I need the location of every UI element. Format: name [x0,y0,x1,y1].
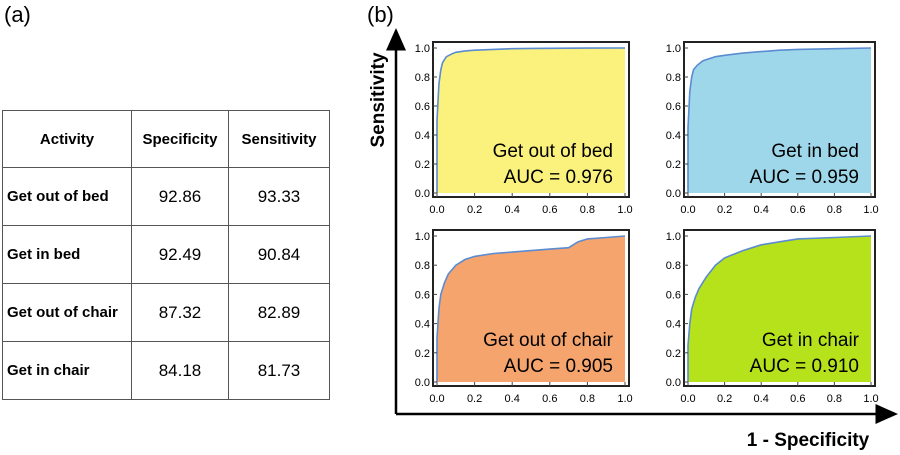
y-tick-label: 0.4 [666,319,681,331]
roc-plots: 0.0 0.2 0.4 0.6 0.8 1.0 0.0 0.2 0.4 0.6 0.8 1.0 Get … [415,41,879,405]
specificity-cell: 84.18 [131,341,229,400]
sensitivity-cell: 90.84 [228,225,330,284]
auc-label: AUC = 0.959 [750,167,859,188]
y-tick-label: 0.6 [415,101,430,113]
x-tick-label: 0.6 [542,204,557,216]
x-tick-label: 0.2 [467,393,482,405]
x-tick-label: 0.8 [827,393,842,405]
panel-b-label: (b) [367,2,394,27]
plot-title: Get out of chair [483,330,614,351]
auc-label: AUC = 0.905 [504,356,613,377]
roc-curve [436,47,626,193]
x-tick-label: 0.6 [790,204,805,216]
sensitivity-cell: 81.73 [228,341,330,400]
y-tick-label: 0.6 [666,101,681,113]
header-activity: Activity [2,110,132,168]
y-tick-label: 0.8 [415,260,430,272]
roc-subplot: 0.0 0.2 0.4 0.6 0.8 1.0 0.0 0.2 0.4 0.6 0.8 1.0 Get … [666,41,879,216]
y-tick-label: 0.0 [415,188,430,200]
table-row: Get out of chair 87.32 82.89 [2,283,330,342]
auc-label: AUC = 0.976 [504,167,613,188]
roc-subplot: 0.0 0.2 0.4 0.6 0.8 1.0 0.0 0.2 0.4 0.6 0.8 1.0 Get … [666,229,879,405]
y-tick-label: 0.0 [666,377,681,389]
x-tick-label: 0.8 [827,204,842,216]
x-tick-label: 0.2 [717,393,732,405]
x-tick-label: 0.6 [542,393,557,405]
roc-area [688,236,871,382]
table-header-row: Activity Specificity Sensitivity [2,110,330,168]
x-tick-label: 0.4 [754,204,769,216]
table-row: Get out of bed 92.86 93.33 [2,167,330,226]
activity-cell: Get out of chair [2,283,132,342]
x-tick-label: 1.0 [617,393,632,405]
x-tick-label: 0.4 [754,393,769,405]
y-tick-label: 0.0 [415,377,430,389]
x-tick-label: 0.4 [505,393,520,405]
y-tick-label: 1.0 [666,43,681,55]
y-tick-label: 0.2 [415,159,430,171]
x-tick-label: 0.0 [429,393,444,405]
x-tick-label: 0.6 [790,393,805,405]
x-tick-label: 0.0 [680,393,695,405]
sensitivity-cell: 93.33 [228,167,330,226]
roc-subplot: 0.0 0.2 0.4 0.6 0.8 1.0 0.0 0.2 0.4 0.6 0.8 1.0 Get … [415,229,633,405]
roc-curve [436,235,626,382]
x-tick-label: 0.8 [580,204,595,216]
x-tick-label: 1.0 [863,204,878,216]
auc-label: AUC = 0.910 [750,356,859,377]
y-tick-label: 0.8 [415,72,430,84]
x-tick-label: 0.0 [680,204,695,216]
specificity-cell: 92.49 [131,225,229,284]
activity-cell: Get in chair [2,341,132,400]
roc-curve [687,47,872,193]
x-tick-label: 0.4 [505,204,520,216]
x-tick-label: 0.8 [580,393,595,405]
y-tick-label: 1.0 [666,231,681,243]
metrics-table: Activity Specificity Sensitivity Get out… [2,110,330,400]
y-tick-label: 0.4 [415,130,430,142]
roc-area [437,48,625,193]
y-tick-label: 0.2 [666,348,681,360]
y-tick-label: 0.0 [666,188,681,200]
x-tick-label: 1.0 [863,393,878,405]
specificity-cell: 87.32 [131,283,229,342]
x-tick-label: 0.0 [429,204,444,216]
roc-subplot: 0.0 0.2 0.4 0.6 0.8 1.0 0.0 0.2 0.4 0.6 0.8 1.0 Get … [415,41,633,216]
x-tick-label: 0.2 [467,204,482,216]
y-tick-label: 1.0 [415,231,430,243]
x-tick-label: 0.2 [717,204,732,216]
y-tick-label: 0.4 [666,130,681,142]
x-axis-title: 1 - Specificity [747,430,870,451]
plot-title: Get out of bed [493,141,613,162]
panel-a-label: (a) [4,2,31,27]
y-tick-label: 0.6 [415,289,430,301]
plot-title: Get in bed [771,141,859,162]
roc-area [688,48,871,193]
y-axis-title: Sensitivity [368,52,389,147]
plot-title: Get in chair [762,330,860,351]
y-tick-label: 0.2 [666,159,681,171]
activity-cell: Get in bed [2,225,132,284]
table-row: Get in chair 84.18 81.73 [2,341,330,400]
y-tick-label: 0.6 [666,289,681,301]
x-tick-label: 1.0 [617,204,632,216]
y-tick-label: 0.8 [666,260,681,272]
roc-curve [687,235,872,382]
y-tick-label: 0.4 [415,319,430,331]
table-row: Get in bed 92.49 90.84 [2,225,330,284]
y-tick-label: 1.0 [415,43,430,55]
sensitivity-cell: 82.89 [228,283,330,342]
roc-area [437,236,625,382]
y-tick-label: 0.2 [415,348,430,360]
y-tick-label: 0.8 [666,72,681,84]
header-sensitivity: Sensitivity [228,110,330,168]
